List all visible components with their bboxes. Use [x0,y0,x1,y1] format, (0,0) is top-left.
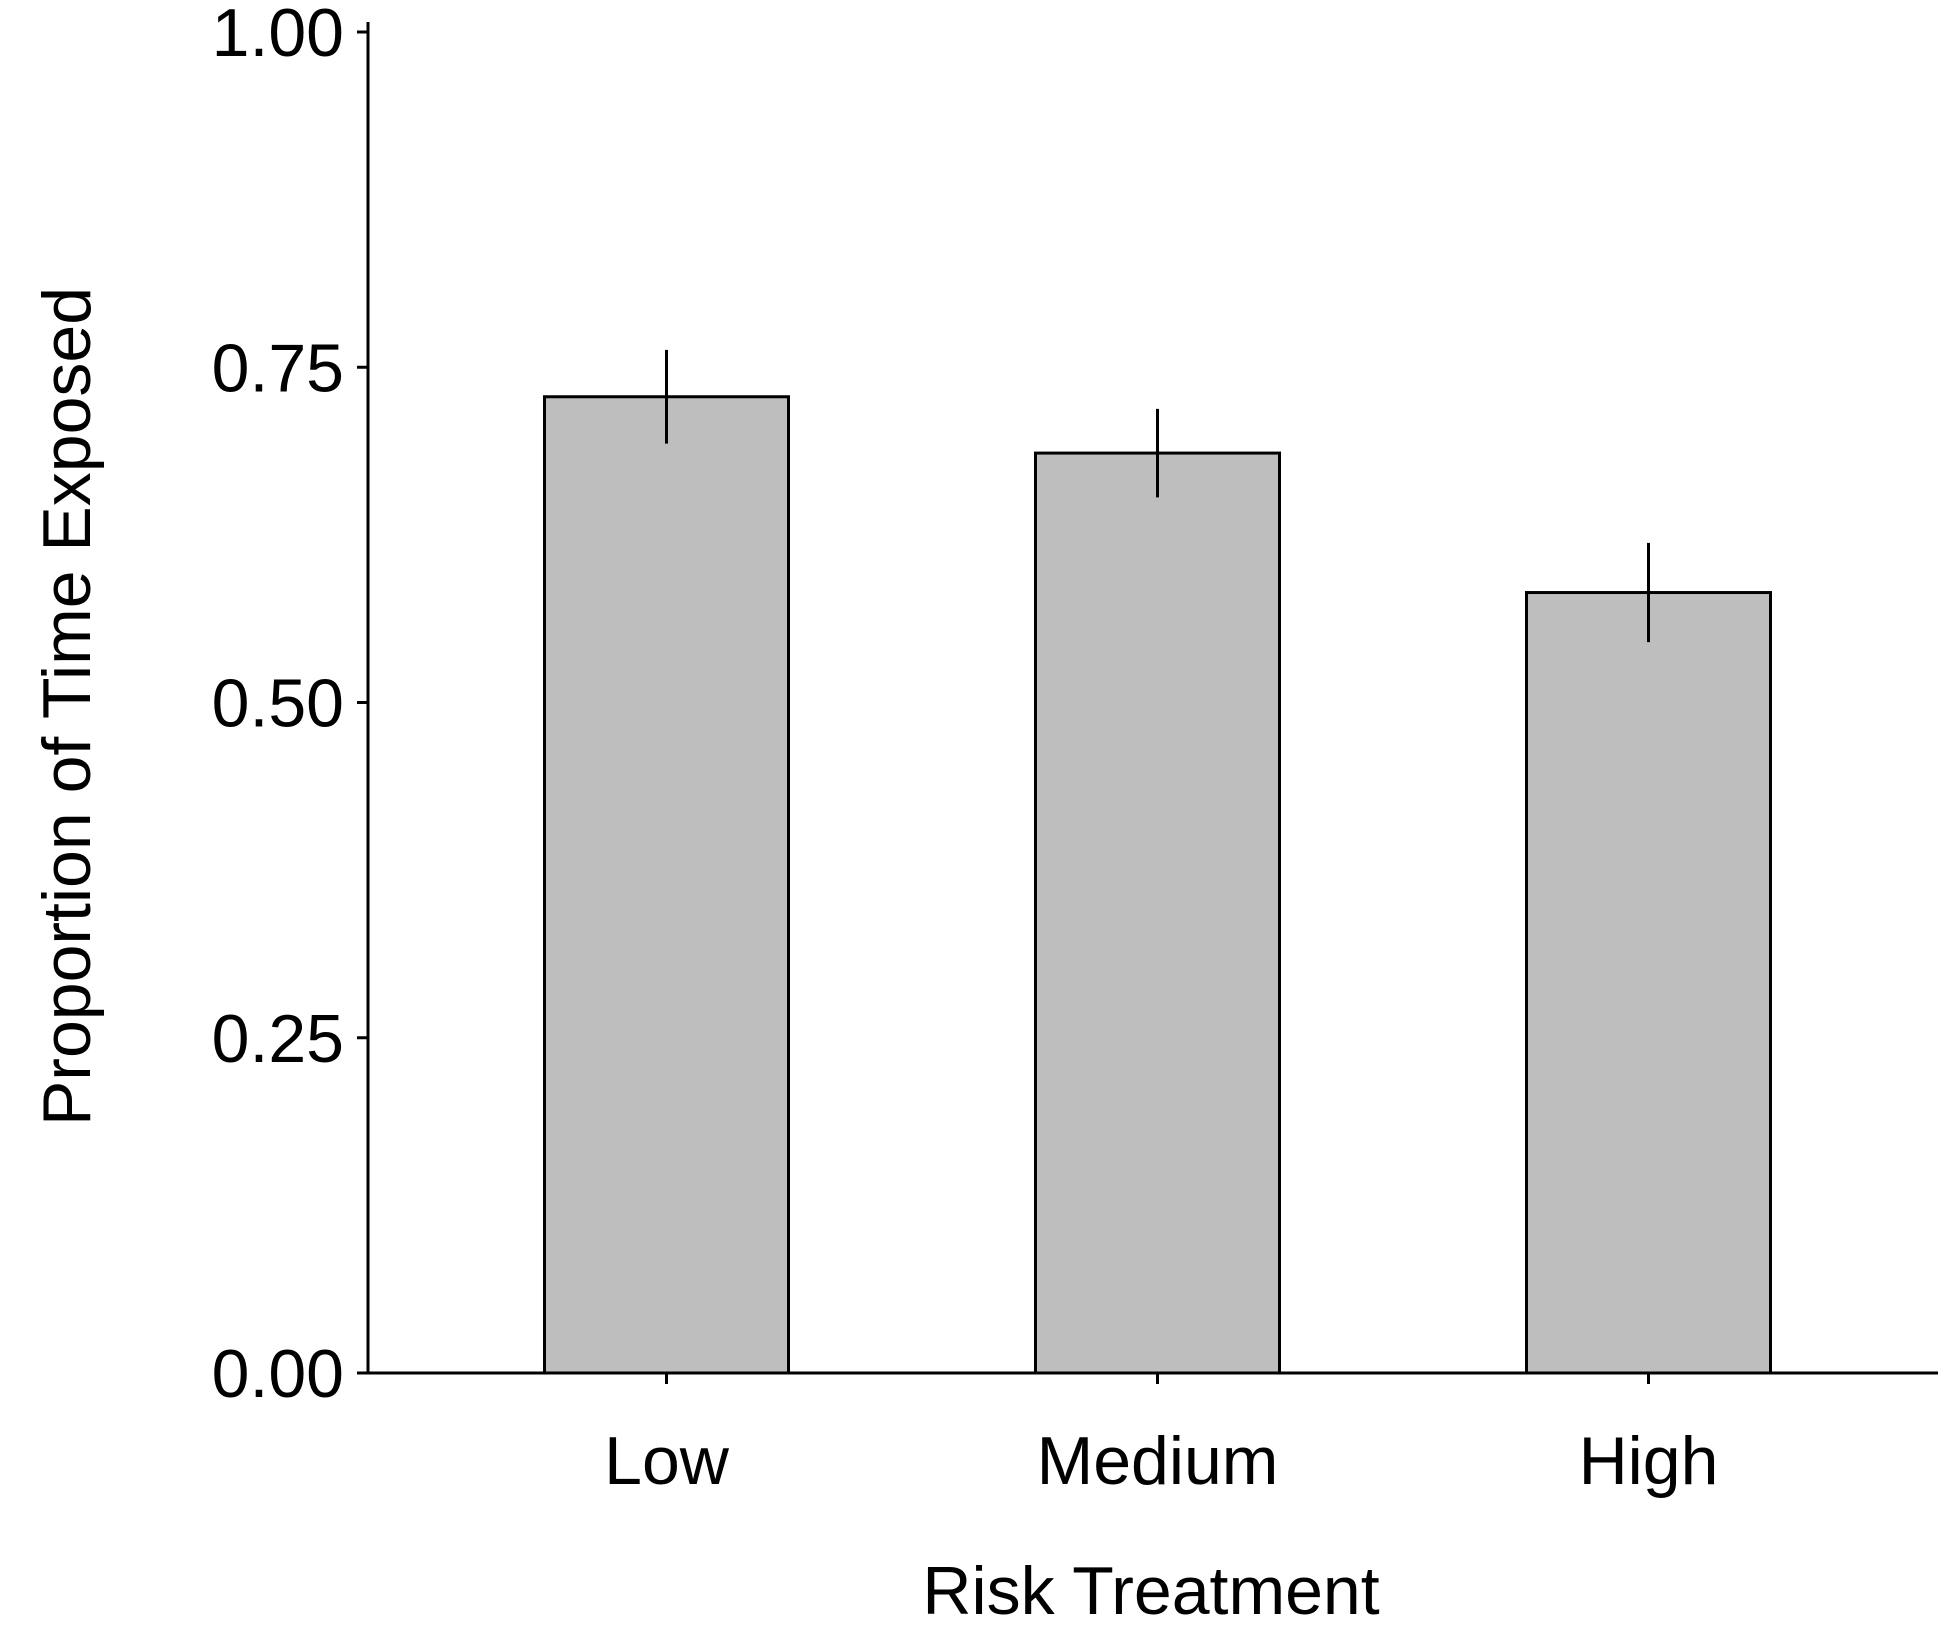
bars-layer [543,395,1772,1375]
bar-medium [1034,451,1281,1375]
y-axis-title: Proportion of Time Exposed [29,287,105,1126]
y-ticks-layer: 0.00 0.25 0.50 0.75 1.00 [212,0,368,1412]
x-tick-label: Low [604,1423,730,1499]
y-tick-label: 0.00 [212,1336,344,1412]
bar-low [543,395,790,1375]
x-tick-label: Medium [1037,1423,1279,1499]
y-tick-label: 0.75 [212,330,344,406]
axes-layer [366,22,1938,1375]
y-tick-label: 1.00 [212,0,344,71]
x-axis-title: Risk Treatment [922,1553,1379,1629]
y-tick-label: 0.25 [212,1001,344,1077]
x-tick-label: High [1579,1423,1719,1499]
x-ticks-layer: Low Medium High [604,1373,1718,1499]
error-bars-layer [665,349,1650,643]
y-tick-label: 0.50 [212,666,344,742]
bar-high [1525,591,1772,1375]
